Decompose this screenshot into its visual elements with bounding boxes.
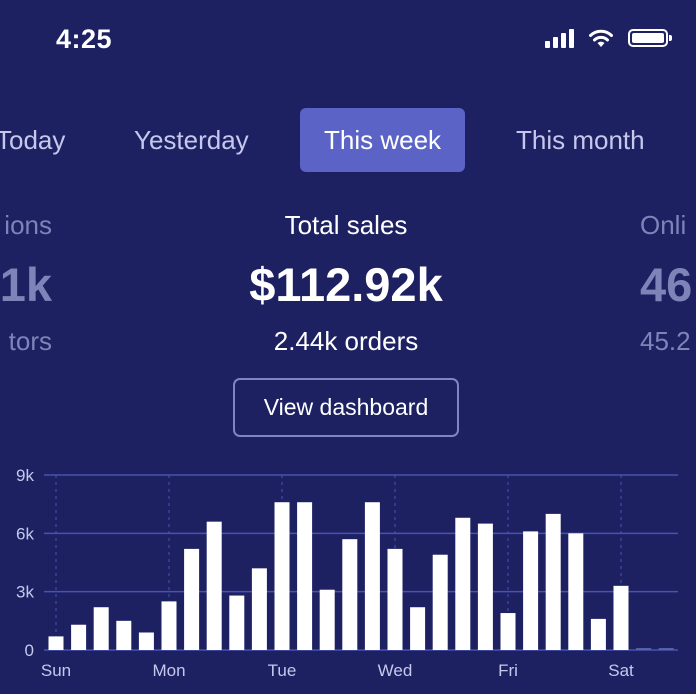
chart-bar: [297, 502, 313, 650]
stat-value: 1k: [0, 258, 52, 311]
chart-bar: [568, 533, 584, 650]
chart-bar: [319, 589, 335, 650]
date-range-tabs: Today Yesterday This week This month: [0, 108, 696, 172]
chart-bar: [229, 595, 245, 650]
y-tick-label: 3k: [16, 583, 34, 602]
stat-subvalue: 2.44k orders: [273, 326, 419, 356]
x-tick-label: Tue: [268, 661, 297, 680]
chart-bar: [93, 607, 109, 650]
x-tick-label: Sun: [41, 661, 71, 680]
chart-bar: [432, 554, 448, 650]
battery-icon: [628, 29, 672, 47]
stat-total-sales: Total sales $112.92k 2.44k orders: [146, 208, 546, 358]
sales-bar-chart: 0 3k 6k 9k Sun Mon Tue Wed Fri Sat: [16, 466, 678, 680]
status-bar: 4:25: [0, 0, 696, 80]
tab-today[interactable]: Today: [0, 125, 66, 155]
chart-bar: [274, 502, 290, 650]
tab-this-week[interactable]: This week: [300, 108, 466, 172]
chart-bar: [523, 531, 539, 650]
chart-bar: [636, 648, 652, 650]
chart-bar: [455, 517, 471, 650]
y-tick-label: 0: [25, 641, 34, 660]
stat-subvalue: tors: [8, 326, 52, 356]
x-tick-label: Fri: [498, 661, 518, 680]
cellular-signal-icon: [545, 28, 574, 48]
chart-bar: [364, 502, 380, 650]
chart-bar: [613, 585, 629, 650]
chart-bar: [161, 601, 177, 650]
chart-bar: [387, 548, 403, 650]
chart-bar: [206, 521, 222, 650]
stat-online: Onli 46 45.2: [640, 208, 692, 358]
wifi-icon: [589, 29, 613, 47]
stat-sessions: ions 1k tors: [0, 208, 52, 358]
chart-bar: [138, 632, 154, 650]
y-tick-label: 6k: [16, 524, 34, 543]
stat-subvalue: 45.2: [640, 326, 691, 356]
chart-bar: [658, 648, 674, 650]
chart-bar: [410, 607, 426, 650]
stat-label: Total sales: [284, 210, 408, 240]
status-icons: [545, 28, 672, 48]
view-dashboard-button[interactable]: View dashboard: [233, 378, 459, 437]
tab-this-month[interactable]: This month: [516, 125, 645, 155]
chart-bar: [342, 539, 358, 650]
stat-label: ions: [4, 210, 52, 240]
chart-bar: [251, 568, 267, 650]
stat-value: 46: [640, 258, 693, 311]
status-time: 4:25: [56, 24, 113, 54]
chart-bar: [590, 618, 606, 650]
tab-yesterday[interactable]: Yesterday: [134, 125, 249, 155]
chart-bar: [500, 613, 516, 650]
chart-bar: [48, 636, 64, 650]
x-tick-label: Sat: [608, 661, 634, 680]
chart-bar: [116, 620, 132, 650]
chart-bar: [545, 513, 561, 650]
x-tick-label: Wed: [378, 661, 413, 680]
chart-bar: [184, 548, 200, 650]
chart-bar: [71, 624, 87, 650]
y-tick-label: 9k: [16, 466, 34, 485]
x-tick-label: Mon: [152, 661, 185, 680]
stat-label: Onli: [640, 210, 687, 240]
chart-bar: [477, 523, 493, 650]
stat-value: $112.92k: [249, 258, 443, 311]
